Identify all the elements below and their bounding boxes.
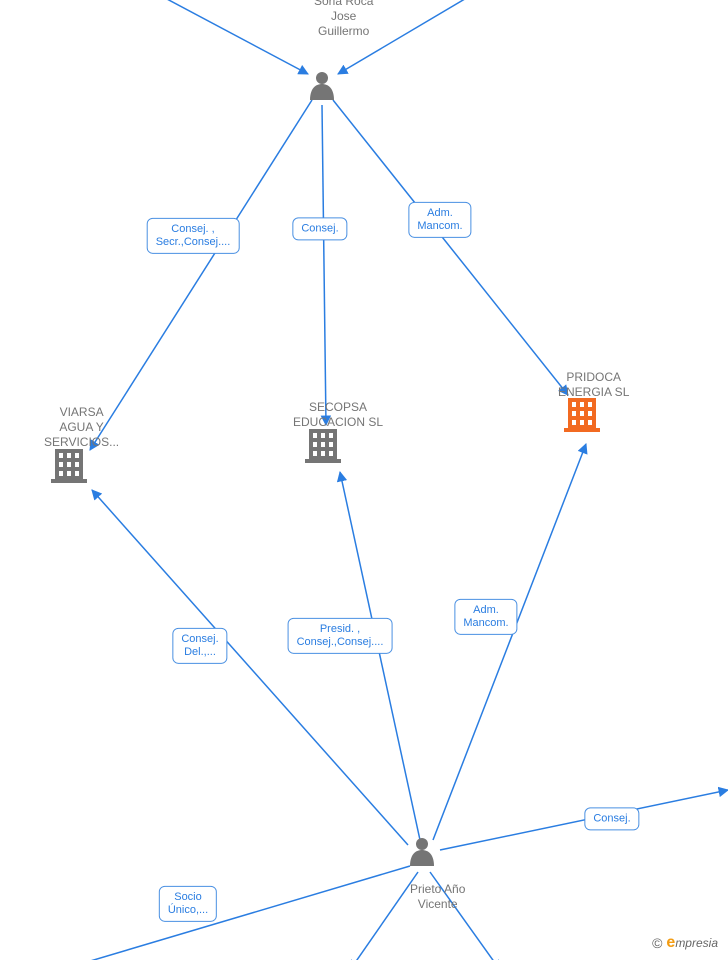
- edge: [60, 866, 410, 960]
- edge: [350, 872, 418, 960]
- node-label[interactable]: PRIDOCA ENERGIA SL: [558, 370, 629, 400]
- edge-label[interactable]: Consej. , Secr.,Consej....: [147, 218, 240, 254]
- edge: [322, 105, 326, 425]
- edge: [333, 100, 568, 395]
- edge-label[interactable]: Adm. Mancom.: [408, 202, 471, 238]
- edge-label[interactable]: Consej. Del.,...: [172, 628, 227, 664]
- building-icon[interactable]: [51, 449, 87, 483]
- edge: [433, 444, 586, 840]
- node-label[interactable]: VIARSA AGUA Y SERVICIOS...: [44, 405, 119, 450]
- edge-label[interactable]: Consej.: [584, 807, 639, 830]
- edge: [92, 490, 408, 845]
- person-icon[interactable]: [410, 838, 434, 866]
- edge-label[interactable]: Socio Único,...: [159, 886, 217, 922]
- person-icon[interactable]: [310, 72, 334, 100]
- node-label[interactable]: Soria Roca Jose Guillermo: [314, 0, 373, 39]
- building-icon[interactable]: [305, 429, 341, 463]
- edge: [150, 0, 308, 74]
- copyright-symbol: ©: [652, 935, 662, 951]
- edge: [340, 472, 420, 840]
- brand-name: empresia: [666, 934, 718, 952]
- building-icon[interactable]: [564, 398, 600, 432]
- node-label[interactable]: SECOPSA EDUCACION SL: [293, 400, 383, 430]
- edge-label[interactable]: Adm. Mancom.: [454, 599, 517, 635]
- node-label[interactable]: Prieto Año Vicente: [410, 882, 465, 912]
- edge-label[interactable]: Consej.: [292, 217, 347, 240]
- edge: [90, 100, 312, 450]
- credit-footer: © empresia: [652, 934, 718, 952]
- edge-label[interactable]: Presid. , Consej.,Consej....: [288, 618, 393, 654]
